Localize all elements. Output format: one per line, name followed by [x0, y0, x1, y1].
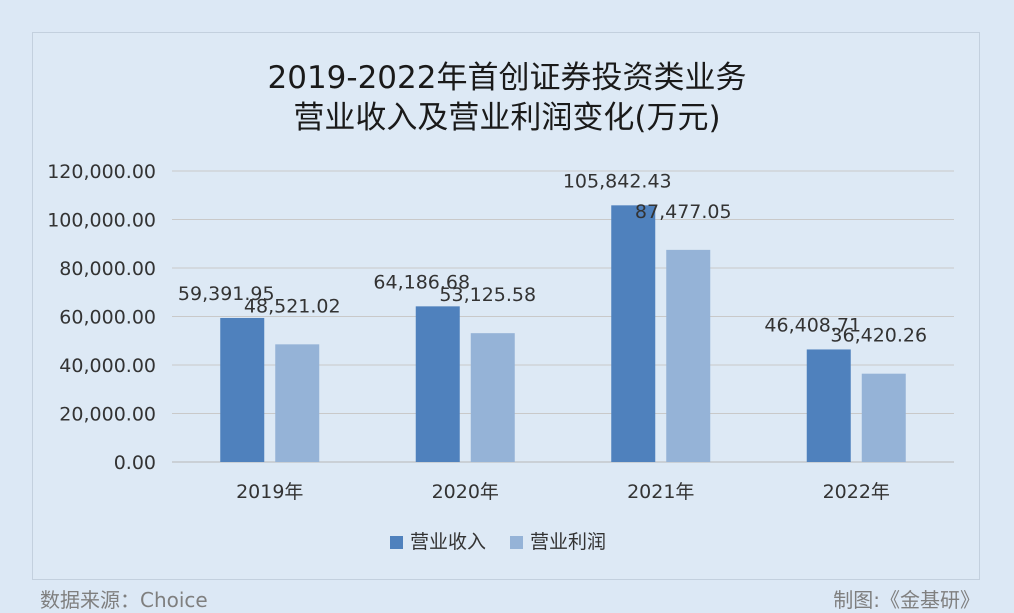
- y-tick-label: 0.00: [114, 452, 156, 474]
- chart-title-line-1: 2019-2022年首创证券投资类业务: [267, 60, 747, 96]
- x-axis-categories: 2019年 2020年 2021年 2022年: [236, 481, 890, 503]
- source-note: 数据来源：Choice: [40, 588, 208, 612]
- chart-title-line-2: 营业收入及营业利润变化(万元): [293, 100, 721, 136]
- bar-profit: [470, 333, 515, 462]
- bar-profit: [666, 249, 711, 462]
- legend-label: 营业利润: [530, 531, 606, 553]
- y-tick-label: 100,000.00: [47, 210, 156, 232]
- legend: 营业收入 营业利润: [390, 531, 606, 553]
- data-label: 64,186.68: [373, 271, 470, 293]
- y-tick-label: 40,000.00: [59, 355, 156, 377]
- bar-revenue: [611, 205, 656, 463]
- x-category-label: 2022年: [823, 481, 890, 503]
- legend-swatch: [390, 536, 403, 549]
- data-label: 36,420.26: [830, 325, 927, 347]
- legend-label: 营业收入: [410, 531, 486, 553]
- chart-credit: 制图:《金基研》: [833, 588, 980, 612]
- bar-revenue: [220, 317, 265, 462]
- bar-revenue: [415, 306, 460, 462]
- chart-title: 2019-2022年首创证券投资类业务 营业收入及营业利润变化(万元): [0, 58, 1014, 138]
- y-axis-ticks: 0.00 20,000.00 40,000.00 60,000.00 80,000.00…: [47, 161, 156, 474]
- bar-revenue: [806, 349, 851, 462]
- y-tick-label: 80,000.00: [59, 258, 156, 280]
- y-tick-label: 20,000.00: [59, 404, 156, 426]
- y-tick-label: 120,000.00: [47, 161, 156, 183]
- data-label: 53,125.58: [439, 284, 536, 306]
- data-label: 87,477.05: [635, 201, 732, 223]
- data-label: 59,391.95: [178, 283, 275, 305]
- data-label: 105,842.43: [563, 170, 672, 192]
- chart-frame: [32, 32, 980, 580]
- bar-profit: [861, 373, 906, 462]
- data-label: 48,521.02: [244, 295, 341, 317]
- x-category-label: 2019年: [236, 481, 303, 503]
- bar-profit: [275, 344, 320, 462]
- legend-swatch: [510, 536, 523, 549]
- bars: [220, 205, 906, 463]
- x-category-label: 2021年: [627, 481, 694, 503]
- y-tick-label: 60,000.00: [59, 307, 156, 329]
- x-category-label: 2020年: [432, 481, 499, 503]
- data-label: 46,408.71: [764, 314, 861, 336]
